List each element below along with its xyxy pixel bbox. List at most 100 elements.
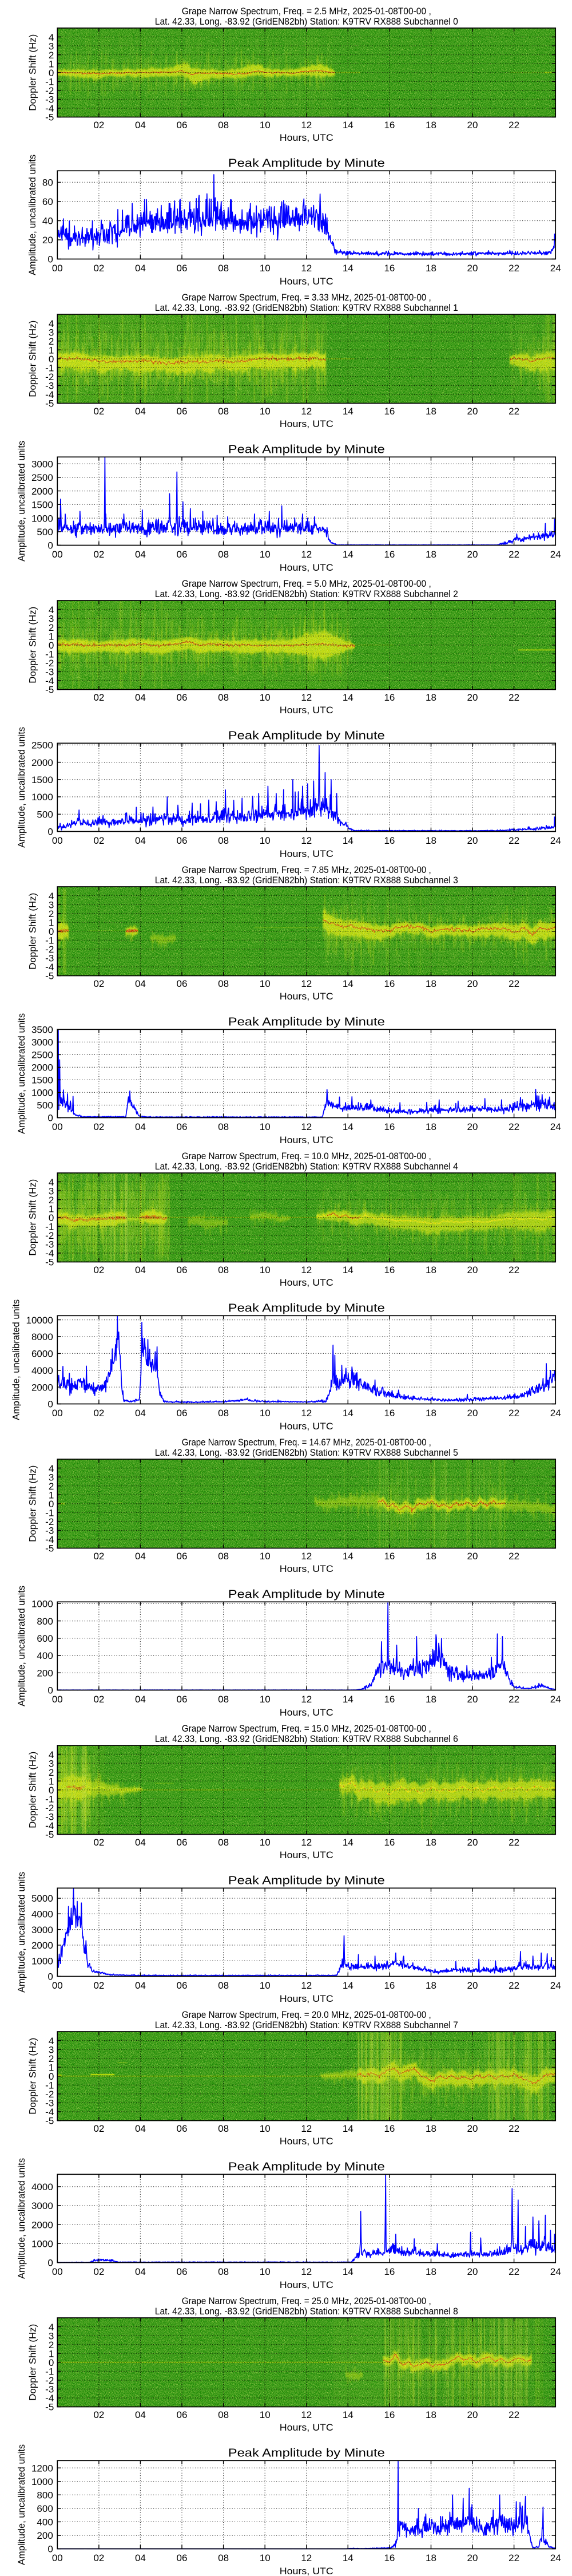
svg-text:24: 24: [550, 1980, 561, 1991]
svg-text:02: 02: [93, 1408, 104, 1419]
svg-text:12: 12: [301, 2266, 312, 2277]
svg-text:10: 10: [260, 1551, 271, 1562]
svg-text:00: 00: [52, 2553, 63, 2563]
svg-text:14: 14: [343, 1837, 353, 1848]
svg-text:08: 08: [218, 120, 229, 131]
svg-text:4: 4: [49, 1749, 54, 1760]
svg-text:0: 0: [49, 2071, 54, 2082]
svg-text:Hours, UTC: Hours, UTC: [280, 1421, 333, 1431]
svg-text:18: 18: [426, 2266, 436, 2277]
svg-text:Hours, UTC: Hours, UTC: [280, 2136, 333, 2147]
svg-text:04: 04: [135, 549, 146, 560]
svg-text:4000: 4000: [31, 2182, 53, 2192]
svg-text:80: 80: [42, 177, 53, 188]
svg-text:8000: 8000: [31, 1332, 53, 1342]
svg-text:22: 22: [509, 2553, 519, 2563]
svg-text:3000: 3000: [31, 1037, 53, 1048]
svg-text:2: 2: [49, 50, 54, 61]
svg-text:Hours, UTC: Hours, UTC: [280, 562, 333, 572]
svg-text:4: 4: [49, 32, 54, 43]
svg-text:08: 08: [218, 978, 229, 989]
svg-text:18: 18: [426, 1265, 436, 1275]
svg-text:10: 10: [260, 1694, 271, 1705]
svg-text:04: 04: [135, 263, 146, 274]
svg-text:Hours, UTC: Hours, UTC: [280, 1850, 333, 1860]
svg-text:16: 16: [384, 1408, 395, 1419]
svg-text:22: 22: [509, 406, 519, 417]
svg-text:08: 08: [218, 549, 229, 560]
svg-text:2: 2: [49, 622, 54, 633]
svg-text:-1: -1: [45, 2366, 54, 2377]
svg-text:Peak Amplitude by Minute: Peak Amplitude by Minute: [228, 1015, 385, 1028]
svg-text:2: 2: [49, 1481, 54, 1492]
svg-text:Hours, UTC: Hours, UTC: [280, 276, 333, 286]
svg-text:00: 00: [52, 2266, 63, 2277]
svg-text:2000: 2000: [31, 1062, 53, 1073]
svg-text:Peak Amplitude by Minute: Peak Amplitude by Minute: [228, 2446, 385, 2459]
svg-text:Lat. 42.33, Long. -83.92 (Gri: Lat. 42.33, Long. -83.92 (GridEN82bh) St…: [155, 1448, 458, 1458]
svg-text:3500: 3500: [31, 1025, 53, 1036]
svg-text:Grape Narrow Spectrum, Freq. =: Grape Narrow Spectrum, Freq. = 20.0 MHz,…: [182, 2010, 431, 2020]
svg-text:0: 0: [49, 926, 54, 937]
svg-text:08: 08: [218, 406, 229, 417]
svg-text:1: 1: [49, 1203, 54, 1214]
svg-text:12: 12: [301, 2409, 312, 2420]
svg-text:Hours, UTC: Hours, UTC: [280, 1993, 333, 2004]
svg-text:-2: -2: [45, 85, 54, 96]
svg-text:40: 40: [42, 216, 53, 227]
svg-text:12: 12: [301, 1408, 312, 1419]
svg-text:06: 06: [177, 2266, 188, 2277]
svg-text:10: 10: [260, 2409, 271, 2420]
svg-text:Peak Amplitude by Minute: Peak Amplitude by Minute: [228, 2160, 385, 2173]
svg-text:Doppler Shift (Hz): Doppler Shift (Hz): [27, 1179, 38, 1256]
svg-text:20: 20: [467, 2123, 478, 2134]
svg-text:12: 12: [301, 1837, 312, 1848]
svg-text:Hours, UTC: Hours, UTC: [280, 991, 333, 1002]
svg-text:1: 1: [49, 2062, 54, 2073]
svg-text:-5: -5: [45, 2402, 54, 2413]
svg-text:02: 02: [93, 1121, 104, 1132]
svg-text:10: 10: [260, 120, 271, 131]
svg-text:08: 08: [218, 1980, 229, 1991]
svg-text:2500: 2500: [31, 1050, 53, 1061]
svg-text:Doppler Shift (Hz): Doppler Shift (Hz): [27, 2038, 38, 2115]
svg-text:4: 4: [49, 891, 54, 902]
svg-text:04: 04: [135, 835, 146, 846]
svg-text:22: 22: [509, 2409, 519, 2420]
svg-text:Hours, UTC: Hours, UTC: [280, 2279, 333, 2290]
svg-text:-4: -4: [45, 675, 54, 686]
svg-text:Hours, UTC: Hours, UTC: [280, 2422, 333, 2433]
svg-text:04: 04: [135, 1408, 146, 1419]
svg-text:20: 20: [467, 406, 478, 417]
svg-text:20: 20: [467, 1408, 478, 1419]
svg-text:-1: -1: [45, 1794, 54, 1805]
svg-text:02: 02: [93, 263, 104, 274]
svg-text:Lat. 42.33, Long. -83.92 (Gri: Lat. 42.33, Long. -83.92 (GridEN82bh) St…: [155, 303, 458, 313]
svg-text:02: 02: [93, 1551, 104, 1562]
svg-text:06: 06: [177, 549, 188, 560]
svg-text:02: 02: [93, 2553, 104, 2563]
svg-text:Hours, UTC: Hours, UTC: [280, 2566, 333, 2576]
svg-text:Grape Narrow Spectrum, Freq. =: Grape Narrow Spectrum, Freq. = 2.5 MHz, …: [182, 6, 431, 17]
svg-text:3000: 3000: [31, 459, 53, 469]
svg-text:2: 2: [49, 2340, 54, 2350]
svg-text:08: 08: [218, 2123, 229, 2134]
svg-text:0: 0: [47, 540, 53, 551]
svg-text:18: 18: [426, 1121, 436, 1132]
svg-text:12: 12: [301, 263, 312, 274]
svg-text:22: 22: [509, 549, 519, 560]
svg-text:08: 08: [218, 1265, 229, 1275]
svg-text:14: 14: [343, 1694, 353, 1705]
svg-text:02: 02: [93, 1694, 104, 1705]
svg-text:Amplitude, uncalibrated units: Amplitude, uncalibrated units: [16, 1013, 27, 1134]
svg-text:Grape Narrow Spectrum, Freq. =: Grape Narrow Spectrum, Freq. = 5.0 MHz, …: [182, 579, 431, 589]
svg-text:12: 12: [301, 692, 312, 703]
svg-text:Lat. 42.33, Long. -83.92 (Gri: Lat. 42.33, Long. -83.92 (GridEN82bh) St…: [155, 2306, 458, 2317]
svg-text:16: 16: [384, 835, 395, 846]
svg-text:08: 08: [218, 1837, 229, 1848]
svg-text:20: 20: [467, 978, 478, 989]
svg-text:20: 20: [467, 1121, 478, 1132]
svg-text:10: 10: [260, 263, 271, 274]
svg-text:24: 24: [550, 549, 561, 560]
svg-text:4: 4: [49, 1463, 54, 1474]
